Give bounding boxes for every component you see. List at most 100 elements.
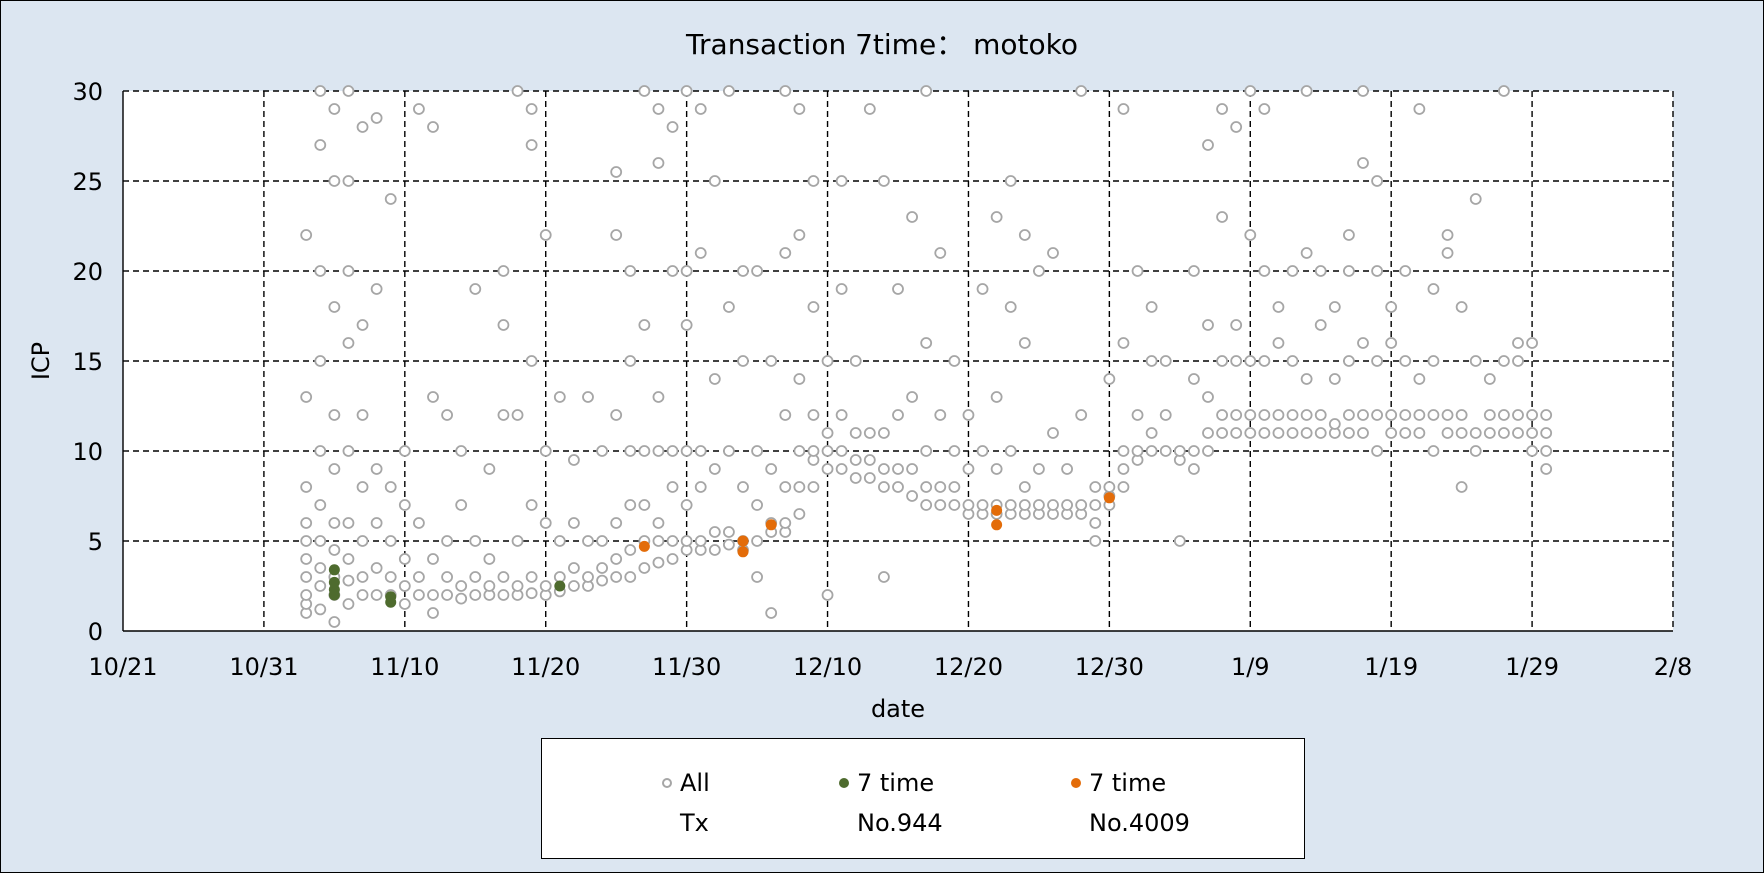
data-point-all-tx xyxy=(1202,139,1214,151)
data-point-all-tx xyxy=(1202,427,1214,439)
data-point-all-tx xyxy=(610,571,623,583)
data-point-all-tx xyxy=(1512,355,1524,367)
data-point-all-tx xyxy=(328,175,341,187)
data-point-all-tx xyxy=(1216,355,1228,367)
data-point-all-tx xyxy=(976,445,989,457)
data-point-all-tx xyxy=(892,283,904,295)
data-point-all-tx xyxy=(1244,229,1257,241)
data-point-all-tx xyxy=(821,445,834,457)
data-point-all-tx xyxy=(1343,409,1355,421)
filled-circle-icon xyxy=(1071,778,1081,788)
y-tick-label: 30 xyxy=(72,78,103,106)
y-tick-label: 0 xyxy=(88,618,103,646)
data-point-all-tx xyxy=(610,229,623,241)
data-point-all-tx xyxy=(314,499,327,511)
data-point-all-tx xyxy=(1286,355,1299,367)
data-point-all-tx xyxy=(356,589,369,601)
data-point-all-tx xyxy=(328,544,341,556)
data-point-all-tx xyxy=(1258,265,1271,277)
data-point-all-tx xyxy=(314,445,327,457)
data-point-all-tx xyxy=(1075,85,1088,97)
data-point-all-tx xyxy=(934,409,947,421)
data-point-all-tx xyxy=(1469,445,1482,457)
data-point-all-tx xyxy=(1357,427,1369,439)
data-point-all-tx xyxy=(680,535,693,547)
data-point-all-tx xyxy=(1413,409,1426,421)
data-point-all-tx xyxy=(878,481,890,493)
data-point-no4009 xyxy=(991,519,1003,531)
x-tick-label: 10/31 xyxy=(229,653,298,681)
data-point-all-tx xyxy=(934,499,947,511)
data-point-all-tx xyxy=(920,85,933,97)
data-point-all-tx xyxy=(793,445,806,457)
data-point-all-tx xyxy=(1089,535,1102,547)
data-point-all-tx xyxy=(1033,499,1045,511)
data-point-all-tx xyxy=(751,265,763,277)
x-tick-label: 12/20 xyxy=(934,653,1003,681)
data-point-all-tx xyxy=(1455,481,1468,493)
data-point-all-tx xyxy=(553,391,566,403)
data-point-all-tx xyxy=(610,517,623,529)
data-point-all-tx xyxy=(314,535,327,547)
data-point-all-tx xyxy=(356,481,369,493)
data-point-all-tx xyxy=(314,355,327,367)
data-point-all-tx xyxy=(1145,445,1158,457)
data-point-all-tx xyxy=(1230,427,1243,439)
data-point-all-tx xyxy=(1286,265,1299,277)
data-point-all-tx xyxy=(892,481,904,493)
data-point-all-tx xyxy=(1272,409,1285,421)
data-point-all-tx xyxy=(1300,409,1313,421)
data-point-all-tx xyxy=(1371,265,1383,277)
data-point-all-tx xyxy=(835,175,848,187)
data-point-all-tx xyxy=(624,571,637,583)
data-point-all-tx xyxy=(779,85,792,97)
data-point-all-tx xyxy=(469,283,482,295)
data-point-all-tx xyxy=(1131,265,1144,277)
data-point-all-tx xyxy=(1047,427,1059,439)
data-point-all-tx xyxy=(1188,265,1200,277)
x-tick-label: 12/10 xyxy=(793,653,862,681)
data-point-all-tx xyxy=(300,535,313,547)
data-point-all-tx xyxy=(1300,427,1313,439)
data-point-all-tx xyxy=(342,337,355,349)
data-point-all-tx xyxy=(948,355,961,367)
data-point-all-tx xyxy=(990,211,1003,223)
data-point-no4009 xyxy=(1103,492,1115,504)
data-point-all-tx xyxy=(455,580,468,592)
data-point-all-tx xyxy=(1145,355,1158,367)
data-point-all-tx xyxy=(1371,409,1383,421)
data-point-all-tx xyxy=(1469,427,1482,439)
data-point-all-tx xyxy=(384,481,397,493)
data-point-all-tx xyxy=(1033,265,1045,277)
data-point-all-tx xyxy=(370,283,383,295)
data-point-all-tx xyxy=(906,490,918,502)
data-point-all-tx xyxy=(1314,427,1327,439)
data-point-all-tx xyxy=(1244,355,1257,367)
data-point-all-tx xyxy=(1272,427,1285,439)
data-point-all-tx xyxy=(1455,409,1468,421)
data-point-all-tx xyxy=(610,166,623,178)
data-point-all-tx xyxy=(413,517,425,529)
data-point-all-tx xyxy=(892,463,904,475)
data-point-all-tx xyxy=(1159,445,1172,457)
data-point-all-tx xyxy=(497,589,510,601)
data-point-all-tx xyxy=(427,589,439,601)
data-point-all-tx xyxy=(1258,427,1271,439)
data-point-all-tx xyxy=(610,409,623,421)
data-point-all-tx xyxy=(413,103,425,115)
data-point-all-tx xyxy=(511,409,524,421)
legend-label: Tx xyxy=(680,809,709,837)
data-point-all-tx xyxy=(314,603,327,616)
data-point-all-tx xyxy=(835,463,848,475)
data-point-all-tx xyxy=(427,607,439,619)
data-point-all-tx xyxy=(1540,409,1553,421)
data-point-all-tx xyxy=(1075,499,1088,511)
data-point-all-tx xyxy=(539,229,552,241)
x-tick-label: 10/21 xyxy=(88,653,157,681)
data-point-all-tx xyxy=(483,463,496,475)
data-point-all-tx xyxy=(976,283,989,295)
data-point-all-tx xyxy=(765,355,778,367)
data-point-all-tx xyxy=(793,481,806,493)
data-point-all-tx xyxy=(751,445,763,457)
data-point-all-tx xyxy=(737,355,749,367)
